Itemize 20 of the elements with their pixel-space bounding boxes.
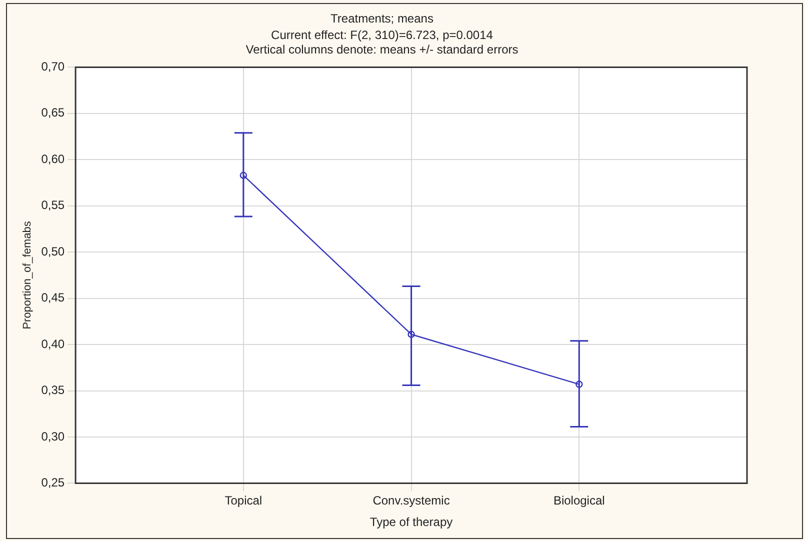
- x-tick-label: Conv.systemic: [372, 494, 450, 508]
- x-tick-label: Biological: [553, 494, 605, 508]
- x-axis-title: Type of therapy: [370, 515, 453, 530]
- y-tick-label: 0,70: [41, 60, 65, 74]
- y-tick-label: 0,50: [41, 244, 65, 258]
- point: [408, 330, 415, 338]
- y-tick-label: 0,55: [41, 198, 65, 212]
- y-tick-label: 0,40: [41, 336, 65, 351]
- y-tick-label: 0,30: [41, 429, 65, 444]
- y-tick-label: 0,35: [41, 383, 65, 398]
- y-tick-label: 0,60: [41, 152, 65, 166]
- y-axis-title: Proportion_of_femabs: [22, 220, 34, 330]
- chart-title: Treatments; means: [330, 12, 434, 26]
- x-tick-label: Topical: [224, 494, 262, 508]
- y-tick-label: 0,25: [41, 476, 65, 490]
- point: [576, 380, 583, 388]
- y-tick-label: 0,45: [41, 290, 65, 305]
- point: [240, 172, 248, 179]
- chart-subtitle: Current effect: F(2, 310)=6.723, p=0.0014 Vertical columns denote: means +/- standard errors: [246, 28, 518, 56]
- y-tick-label: 0,65: [41, 106, 65, 120]
